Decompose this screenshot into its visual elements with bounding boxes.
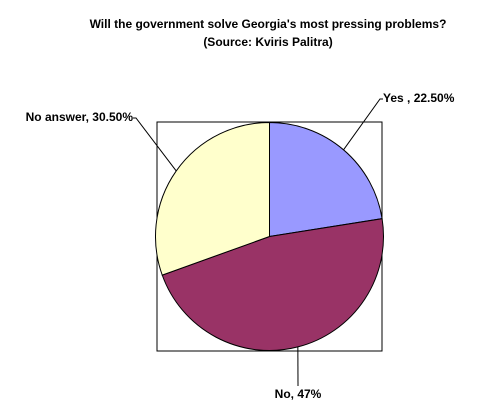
data-label: No, 47% bbox=[275, 387, 322, 401]
pie-slice bbox=[161, 218, 384, 351]
pie-slice bbox=[155, 121, 270, 276]
data-label: No answer, 30.50% bbox=[26, 110, 134, 124]
chart-subtitle: (Source: Kviris Palitra) bbox=[203, 35, 332, 49]
data-label: Yes , 22.50% bbox=[383, 91, 455, 105]
pie-slice bbox=[269, 121, 383, 238]
leader-line bbox=[343, 98, 383, 151]
leader-line bbox=[133, 117, 177, 172]
chart-title: Will the government solve Georgia's most… bbox=[90, 17, 447, 31]
